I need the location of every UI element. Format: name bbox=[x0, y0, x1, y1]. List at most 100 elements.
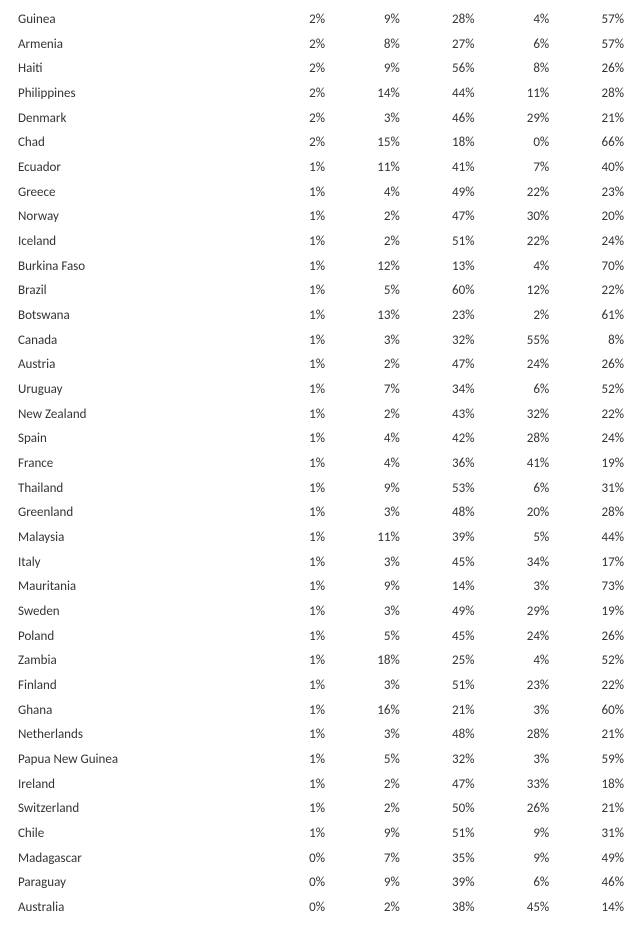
value-cell: 1% bbox=[250, 501, 325, 526]
country-cell: Guinea bbox=[18, 8, 250, 33]
country-cell: Austria bbox=[18, 353, 250, 378]
value-cell: 6% bbox=[475, 872, 550, 897]
value-cell: 60% bbox=[400, 279, 475, 304]
value-cell: 28% bbox=[400, 8, 475, 33]
value-cell: 15% bbox=[325, 131, 400, 156]
value-cell: 9% bbox=[325, 575, 400, 600]
table-row: Greece1%4%49%22%23% bbox=[18, 181, 624, 206]
value-cell: 48% bbox=[400, 501, 475, 526]
value-cell: 3% bbox=[325, 674, 400, 699]
value-cell: 41% bbox=[400, 156, 475, 181]
value-cell: 42% bbox=[400, 427, 475, 452]
value-cell: 1% bbox=[250, 329, 325, 354]
value-cell: 22% bbox=[475, 230, 550, 255]
value-cell: 32% bbox=[400, 748, 475, 773]
value-cell: 1% bbox=[250, 279, 325, 304]
table-row: Spain1%4%42%28%24% bbox=[18, 427, 624, 452]
value-cell: 19% bbox=[549, 600, 624, 625]
table-row: Ecuador1%11%41%7%40% bbox=[18, 156, 624, 181]
country-cell: Netherlands bbox=[18, 723, 250, 748]
value-cell: 52% bbox=[549, 378, 624, 403]
country-cell: Haiti bbox=[18, 57, 250, 82]
value-cell: 1% bbox=[250, 452, 325, 477]
value-cell: 73% bbox=[549, 575, 624, 600]
table-row: Thailand1%9%53%6%31% bbox=[18, 477, 624, 502]
value-cell: 28% bbox=[475, 723, 550, 748]
value-cell: 26% bbox=[475, 798, 550, 823]
value-cell: 6% bbox=[475, 477, 550, 502]
value-cell: 9% bbox=[325, 477, 400, 502]
table-row: Uruguay1%7%34%6%52% bbox=[18, 378, 624, 403]
country-cell: Botswana bbox=[18, 304, 250, 329]
value-cell: 41% bbox=[475, 452, 550, 477]
value-cell: 34% bbox=[400, 378, 475, 403]
country-cell: Philippines bbox=[18, 82, 250, 107]
country-cell: Mauritania bbox=[18, 575, 250, 600]
value-cell: 31% bbox=[549, 822, 624, 847]
value-cell: 3% bbox=[475, 575, 550, 600]
value-cell: 22% bbox=[549, 403, 624, 428]
value-cell: 57% bbox=[549, 8, 624, 33]
value-cell: 29% bbox=[475, 600, 550, 625]
table-body: Guinea2%9%28%4%57%Armenia2%8%27%6%57%Hai… bbox=[18, 8, 624, 921]
value-cell: 2% bbox=[325, 353, 400, 378]
value-cell: 26% bbox=[549, 625, 624, 650]
table-row: Ghana1%16%21%3%60% bbox=[18, 699, 624, 724]
country-cell: Zambia bbox=[18, 649, 250, 674]
table-row: Malaysia1%11%39%5%44% bbox=[18, 526, 624, 551]
value-cell: 9% bbox=[475, 847, 550, 872]
value-cell: 1% bbox=[250, 403, 325, 428]
table-row: Burkina Faso1%12%13%4%70% bbox=[18, 255, 624, 280]
value-cell: 1% bbox=[250, 625, 325, 650]
value-cell: 23% bbox=[475, 674, 550, 699]
value-cell: 47% bbox=[400, 773, 475, 798]
value-cell: 36% bbox=[400, 452, 475, 477]
value-cell: 0% bbox=[250, 872, 325, 897]
value-cell: 3% bbox=[325, 600, 400, 625]
value-cell: 66% bbox=[549, 131, 624, 156]
table-row: Ireland1%2%47%33%18% bbox=[18, 773, 624, 798]
value-cell: 31% bbox=[549, 477, 624, 502]
country-cell: Canada bbox=[18, 329, 250, 354]
value-cell: 49% bbox=[400, 600, 475, 625]
value-cell: 1% bbox=[250, 181, 325, 206]
value-cell: 1% bbox=[250, 822, 325, 847]
country-cell: Papua New Guinea bbox=[18, 748, 250, 773]
value-cell: 1% bbox=[250, 798, 325, 823]
country-cell: Iceland bbox=[18, 230, 250, 255]
value-cell: 1% bbox=[250, 575, 325, 600]
value-cell: 3% bbox=[475, 748, 550, 773]
value-cell: 24% bbox=[549, 230, 624, 255]
country-cell: Chad bbox=[18, 131, 250, 156]
value-cell: 45% bbox=[400, 625, 475, 650]
value-cell: 24% bbox=[549, 427, 624, 452]
value-cell: 1% bbox=[250, 674, 325, 699]
value-cell: 1% bbox=[250, 353, 325, 378]
value-cell: 32% bbox=[475, 403, 550, 428]
value-cell: 59% bbox=[549, 748, 624, 773]
country-cell: Brazil bbox=[18, 279, 250, 304]
value-cell: 28% bbox=[549, 501, 624, 526]
value-cell: 1% bbox=[250, 205, 325, 230]
value-cell: 22% bbox=[549, 279, 624, 304]
value-cell: 7% bbox=[325, 378, 400, 403]
value-cell: 1% bbox=[250, 255, 325, 280]
value-cell: 1% bbox=[250, 600, 325, 625]
table-row: Brazil1%5%60%12%22% bbox=[18, 279, 624, 304]
value-cell: 34% bbox=[475, 551, 550, 576]
table-row: Switzerland1%2%50%26%21% bbox=[18, 798, 624, 823]
value-cell: 1% bbox=[250, 649, 325, 674]
value-cell: 0% bbox=[250, 896, 325, 921]
value-cell: 9% bbox=[325, 872, 400, 897]
country-cell: Sweden bbox=[18, 600, 250, 625]
value-cell: 19% bbox=[549, 452, 624, 477]
value-cell: 47% bbox=[400, 205, 475, 230]
value-cell: 11% bbox=[325, 526, 400, 551]
value-cell: 51% bbox=[400, 230, 475, 255]
table-row: Finland1%3%51%23%22% bbox=[18, 674, 624, 699]
value-cell: 27% bbox=[400, 33, 475, 58]
value-cell: 4% bbox=[325, 181, 400, 206]
table-row: Chad2%15%18%0%66% bbox=[18, 131, 624, 156]
value-cell: 25% bbox=[400, 649, 475, 674]
value-cell: 70% bbox=[549, 255, 624, 280]
